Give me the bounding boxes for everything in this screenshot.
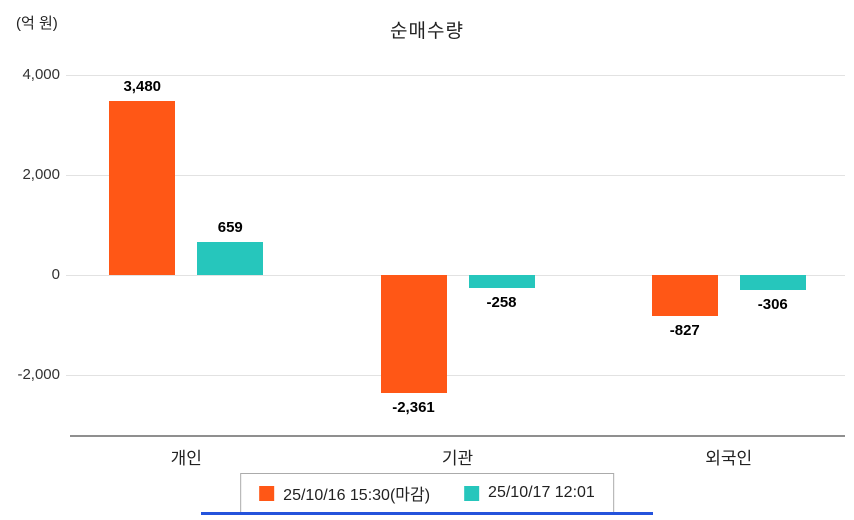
legend-label-series1: 25/10/16 15:30(마감) — [283, 487, 431, 504]
x-axis-label: 외국인 — [705, 449, 753, 468]
y-tick-label: -2,000 — [17, 366, 60, 383]
plot-area: 3,480 659 -2,361 -258 -827 -306 — [66, 55, 845, 437]
legend-item-series1: 25/10/16 15:30(마감) — [259, 481, 430, 505]
bar — [380, 275, 447, 394]
legend-label-series2: 25/10/17 12:01 — [488, 484, 595, 501]
bar — [197, 242, 264, 275]
bar-value-label: 659 — [217, 219, 243, 237]
gridline — [66, 175, 845, 176]
bar — [109, 101, 176, 275]
chart-title: 순매수량 — [390, 21, 464, 42]
legend-swatch-series1 — [259, 485, 275, 501]
y-tick-label: 0 — [51, 266, 60, 283]
y-axis-unit-label: (억 원) — [16, 15, 58, 32]
gridline — [66, 75, 845, 76]
y-axis: 4,000 2,000 0 -2,000 — [0, 55, 60, 435]
bar-value-label: 3,480 — [123, 78, 162, 95]
bar-value-label: -827 — [669, 322, 700, 340]
x-axis-label: 기관 — [441, 449, 474, 468]
bar — [651, 275, 718, 317]
x-axis-label: 개인 — [170, 449, 202, 468]
bar-value-label: -258 — [486, 293, 517, 311]
bar-value-label: -306 — [757, 296, 788, 314]
legend: 25/10/16 15:30(마감) 25/10/17 12:01 — [240, 473, 614, 513]
y-tick-label: 4,000 — [22, 66, 60, 83]
x-axis: 개인 기관 외국인 — [70, 444, 845, 470]
bar — [468, 275, 535, 288]
legend-item-series2: 25/10/17 12:01 — [464, 484, 595, 502]
legend-swatch-series2 — [464, 485, 480, 501]
gridline — [66, 275, 845, 276]
gridline — [66, 375, 845, 376]
y-tick-label: 2,000 — [22, 166, 60, 183]
bar-value-label: -2,361 — [392, 399, 435, 417]
accent-line — [201, 512, 653, 515]
bar — [739, 275, 806, 291]
